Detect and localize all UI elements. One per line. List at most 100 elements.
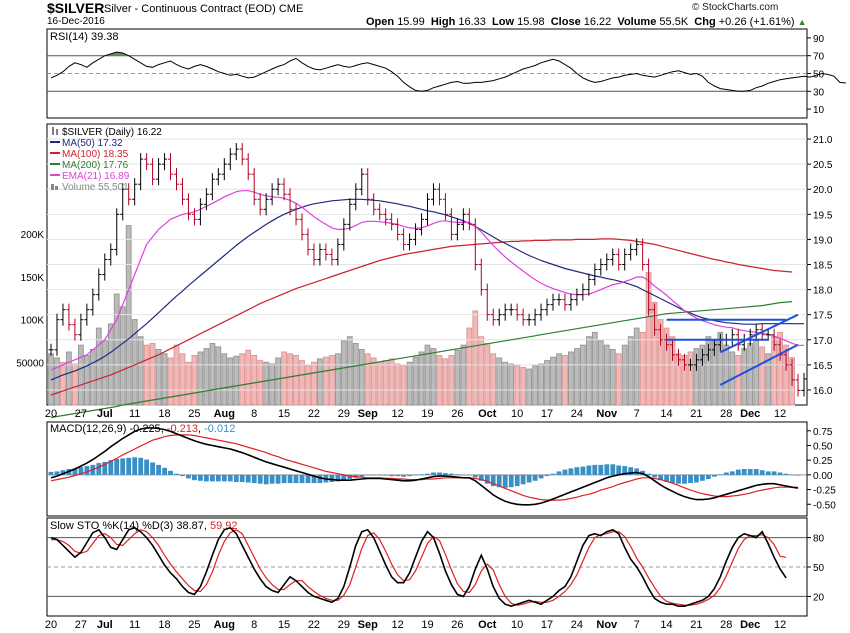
low-value: 15.98 [517, 16, 545, 28]
volume-bar [657, 319, 664, 406]
volume-bar [627, 336, 634, 406]
volume-bar [131, 319, 138, 406]
macd-histogram-bar [156, 464, 161, 475]
volume-bar [568, 351, 574, 406]
macd-histogram-bar [610, 464, 616, 475]
rsi-title: RSI(14) 39.38 [50, 31, 118, 43]
volume-bar [544, 360, 550, 406]
macd-histogram-bar [664, 474, 669, 482]
volume-bar [591, 331, 598, 406]
volume-bar [639, 331, 646, 406]
macd-histogram-bar [192, 474, 197, 481]
x-axis-label-bottom: Jul [97, 619, 113, 631]
volume-bar [633, 327, 640, 406]
macd-histogram-bar [562, 469, 568, 475]
volume-axis-label: 150K [21, 273, 45, 284]
open-label: Open [366, 16, 395, 28]
macd-line [50, 427, 799, 506]
close-value: 16.22 [583, 16, 612, 28]
macd-histogram-bar [688, 474, 693, 484]
volume-bar [460, 344, 467, 406]
sto-axis-tick-label: 20 [813, 592, 825, 603]
macd-histogram-bar [162, 467, 167, 475]
volume-bar [275, 357, 282, 406]
macd-histogram-bar [443, 473, 448, 475]
ma100-line [50, 238, 793, 396]
macd-axis-tick-label: 0.00 [813, 471, 833, 482]
macd-histogram-bar [257, 474, 263, 484]
rsi-line [50, 51, 846, 92]
macd-axis-tick-label: 0.50 [813, 442, 833, 453]
macd-histogram-bar [359, 474, 365, 477]
x-axis-label-bottom: 25 [188, 619, 200, 631]
x-axis-label: 29 [338, 408, 350, 420]
macd-histogram-bar [484, 474, 490, 484]
volume-bar [72, 363, 78, 406]
macd-histogram-bar [449, 473, 454, 475]
volume-bar [478, 336, 485, 406]
volume-bar [556, 353, 562, 406]
macd-histogram-bar [478, 474, 484, 481]
macd-histogram-bar [472, 474, 478, 478]
macd-histogram-bar [765, 471, 771, 475]
x-axis-label: 10 [511, 408, 523, 420]
volume-bar [741, 348, 748, 406]
volume-bar [418, 351, 425, 406]
macd-histogram-bar [580, 466, 586, 475]
volume-bar [78, 344, 84, 406]
macd-histogram-bar [233, 474, 239, 482]
volume-bar [597, 340, 604, 406]
volume-bar [496, 357, 503, 406]
x-axis-label: 7 [634, 408, 640, 420]
x-axis-label-bottom: 21 [690, 619, 702, 631]
sto-d-line [51, 529, 787, 606]
volume-bar [311, 361, 317, 406]
volume-bar [580, 344, 586, 406]
volume-bar [346, 336, 353, 406]
volume-bar [191, 355, 198, 406]
macd-histogram-bar [60, 470, 66, 475]
macd-histogram-bar [419, 474, 424, 475]
volume-bar [364, 353, 371, 406]
x-axis-label: Aug [214, 408, 235, 420]
macd-signal-value: -0.213 [167, 423, 198, 435]
volume-bar [454, 349, 461, 406]
macd-histogram-bar [132, 457, 138, 475]
macd-histogram-bar [365, 474, 371, 476]
macd-histogram-bar [712, 474, 717, 477]
macd-series: 0.75 0.50 0.25 0.00 -0.25 -0.50 [47, 427, 836, 511]
exchange-text: CME [278, 3, 304, 15]
macd-histogram-bar [210, 474, 215, 482]
x-axis-label: 26 [451, 408, 463, 420]
macd-histogram-bar [299, 474, 305, 484]
macd-title: MACD(12,26,9) -0.225, -0.213, -0.012 [50, 423, 235, 435]
volume-bar [747, 343, 754, 406]
x-axis-label-bottom: 29 [338, 619, 350, 631]
x-axis-label: 19 [421, 408, 433, 420]
price-panel: 200K 150K 100K 50000 21.0 20.5 20.0 19.5 19.0 18.… [16, 123, 833, 419]
macd-histogram-bar [747, 469, 753, 475]
macd-histogram-bar [114, 459, 120, 475]
price-axis-tick-label: 20.0 [813, 185, 833, 196]
x-axis-label: Sep [358, 408, 378, 420]
volume-bar [293, 355, 299, 406]
volume-bar [269, 363, 276, 406]
volume-bar [95, 327, 102, 406]
macd-histogram-bar [556, 471, 562, 475]
volume-bar [340, 340, 347, 406]
volume-bar [323, 356, 329, 406]
volume-bar [508, 363, 515, 406]
up-triangle-icon: ▲ [797, 17, 807, 27]
volume-bar [263, 361, 270, 406]
volume-bar [394, 363, 401, 406]
legend-label: Volume 55,501 [62, 182, 129, 193]
trend-channel-line [719, 343, 799, 386]
macd-histogram-bar [490, 474, 496, 487]
macd-panel: MACD(12,26,9) -0.225, -0.213, -0.012 0.7… [46, 421, 836, 517]
macd-histogram-bar [407, 474, 412, 477]
macd-histogram-bar [526, 474, 532, 483]
volume-bar [753, 339, 760, 406]
volume-bar [382, 360, 389, 406]
macd-histogram-bar [383, 474, 389, 476]
